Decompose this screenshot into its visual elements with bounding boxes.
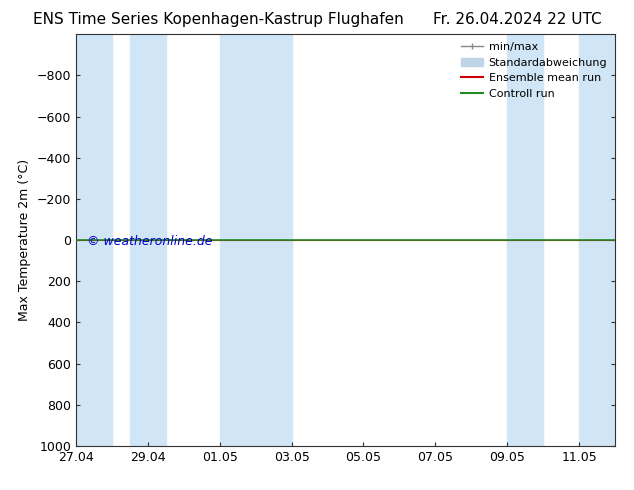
Text: ENS Time Series Kopenhagen-Kastrup Flughafen      Fr. 26.04.2024 22 UTC: ENS Time Series Kopenhagen-Kastrup Flugh… <box>33 12 601 27</box>
Text: © weatheronline.de: © weatheronline.de <box>87 235 212 248</box>
Bar <box>76 34 112 446</box>
Bar <box>130 34 166 446</box>
Bar <box>256 34 292 446</box>
Bar <box>220 34 256 446</box>
Legend: min/max, Standardabweichung, Ensemble mean run, Controll run: min/max, Standardabweichung, Ensemble me… <box>456 38 612 103</box>
Bar <box>579 34 615 446</box>
Y-axis label: Max Temperature 2m (°C): Max Temperature 2m (°C) <box>18 159 31 321</box>
Bar <box>507 34 543 446</box>
